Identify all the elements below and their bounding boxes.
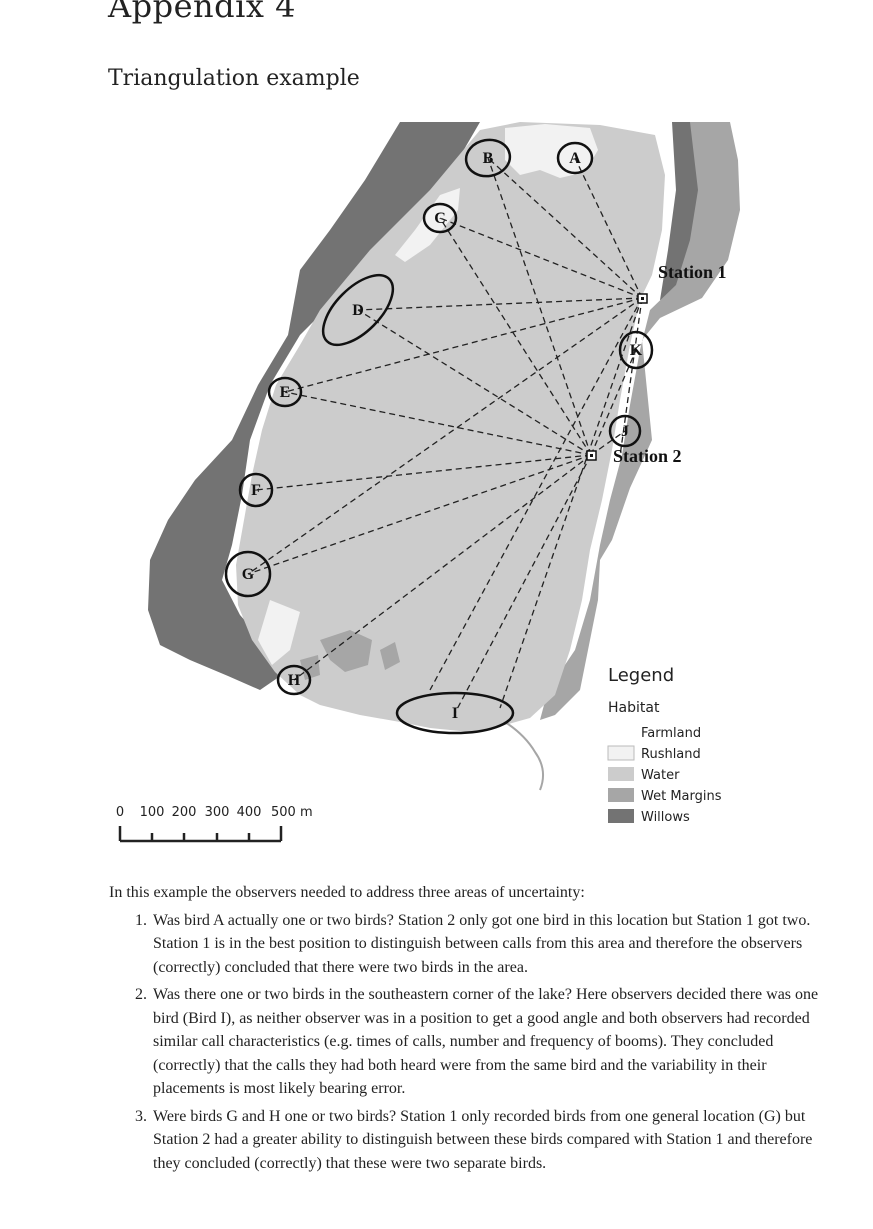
bird-circle-j [608,414,642,448]
bearing-line [429,297,643,691]
appendix-title: Appendix 4 [108,0,296,25]
bird-label-e: E [280,384,291,401]
willows-area-west [148,122,480,690]
section-title: Triangulation example [108,66,360,91]
list-item: 2. Was there one or two birds in the sou… [109,983,829,1101]
rushland-patch-southwest [258,600,300,665]
legend-swatch-farmland [608,725,634,739]
bird-circle-e [267,376,303,408]
scale-tick-label: 500 m [271,805,313,820]
list-item-text: Was there one or two birds in the southe… [153,986,819,1097]
legend-swatch-willows [608,809,634,823]
river-outflow [504,721,545,791]
legend-swatch-wet-margins [608,788,634,802]
bird-circle-h [276,664,312,696]
scale-tick-label: 200 [172,805,197,820]
bird-circle-g [224,550,272,598]
bearing-line [454,454,592,714]
triangulation-map: A B C D E F G H I J K Station 1 Station 2 Legend H… [116,122,740,843]
bird-circle-a [556,141,594,175]
scale-tick-label: 300 [205,805,230,820]
legend-label-rushland: Rushland [641,747,701,762]
scale-bar: 0 100 200 300 400 500 m [116,805,313,843]
body-text: In this example the observers needed to … [109,881,829,1179]
bearing-line [284,297,643,393]
list-item-number: 2. [135,986,147,1003]
bird-label-k: K [630,342,643,359]
bearing-line [487,157,643,299]
bird-circle-c [422,202,458,234]
bird-label-i: I [452,705,458,722]
bearing-line [293,454,592,681]
intro-paragraph: In this example the observers needed to … [109,884,585,901]
bearing-line [487,157,592,456]
legend-swatch-water [608,767,634,781]
legend-label-willows: Willows [641,810,690,825]
bearing-line [255,454,592,491]
station-2-marker [586,450,597,461]
bird-circle-f [238,472,274,508]
station-1-label: Station 1 [658,262,727,282]
list-item-text: Were birds G and H one or two birds? Sta… [153,1107,813,1172]
bearing-line [574,157,643,299]
station-1-marker [637,293,648,304]
bearing-line [499,297,643,709]
bird-label-b: B [483,150,494,167]
bearing-line [590,430,626,456]
scale-tick-label: 400 [237,805,262,820]
bearing-line [357,309,592,456]
bird-label-g: G [242,566,255,583]
wet-margins-islands-south [300,630,400,680]
list-item: 3. Were birds G and H one or two birds? … [109,1105,829,1176]
legend: Legend Habitat Farmland Rushland Water Wet … [607,665,722,825]
scale-tick-label: 100 [140,805,165,820]
bird-circle-k [618,330,654,370]
legend-subtitle: Habitat [608,700,660,716]
bearing-line [590,349,637,456]
legend-swatch-rushland [607,745,635,761]
bird-locations: A B C D E F G H I J K [224,138,654,735]
list-item-text: Was bird A actually one or two birds? St… [153,911,811,976]
wet-margins-east [540,122,740,720]
bearing-line [357,297,643,311]
legend-title: Legend [608,665,674,686]
bird-label-f: F [251,482,261,499]
bearing-line [284,391,592,456]
lake-water [236,122,665,732]
bearing-line [619,297,643,457]
rushland-patch-north [505,124,598,178]
bird-circle-i [395,691,515,735]
list-item-number: 1. [135,911,147,929]
legend-label-water: Water [641,768,680,783]
scale-bar-line [118,826,283,843]
bird-circle-b [464,138,512,178]
scale-tick-labels: 0 100 200 300 400 500 m [116,805,313,820]
bearing-lines [247,157,643,714]
list-item: 1. Was bird A actually one or two birds?… [109,909,829,980]
uncertainty-list: 1. Was bird A actually one or two birds?… [109,909,829,1176]
station-2-label: Station 2 [613,446,682,466]
bird-label-a: A [569,150,581,167]
bearing-line [247,297,643,575]
legend-label-wet-margins: Wet Margins [641,789,722,804]
bird-label-j: J [621,423,629,440]
bird-label-c: C [434,210,446,227]
bearing-line [439,217,592,456]
bird-label-h: H [288,672,301,689]
scale-tick-label: 0 [116,805,124,820]
legend-label-farmland: Farmland [641,726,701,741]
bearing-line [247,454,592,575]
legend-items: Farmland Rushland Water Wet Margins Willows [607,725,722,825]
bird-label-d: D [352,302,364,319]
list-item-number: 3. [135,1107,147,1125]
bearing-line [439,217,643,299]
bird-circle-d [321,273,395,347]
